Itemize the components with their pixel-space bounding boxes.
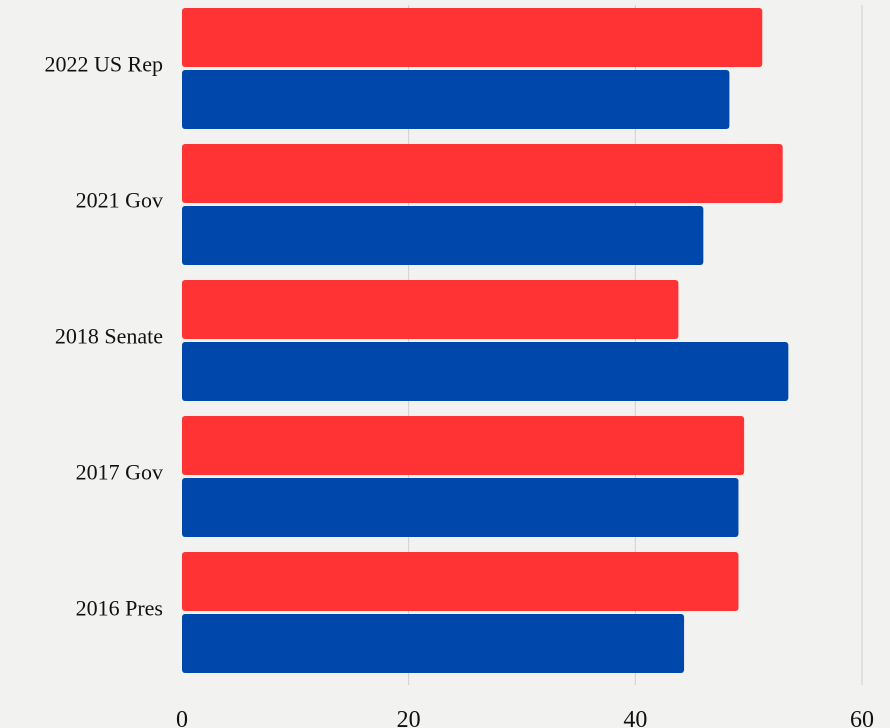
bar-2021-gov-series-2 bbox=[182, 206, 704, 265]
bar-2022-us-rep-series-1 bbox=[182, 8, 763, 67]
x-tick-label-60: 60 bbox=[850, 707, 874, 728]
bar-2017-gov-series-1 bbox=[182, 416, 745, 475]
category-label-2016-pres: 2016 Pres bbox=[76, 596, 163, 621]
bar-layer bbox=[182, 8, 789, 673]
bar-2016-pres-series-1 bbox=[182, 552, 739, 611]
category-label-2022-us-rep: 2022 US Rep bbox=[44, 52, 163, 77]
bar-2018-senate-series-1 bbox=[182, 280, 679, 339]
label-layer: 2022 US Rep 2021 Gov 2018 Senate 2017 Gov 20… bbox=[44, 52, 163, 621]
category-label-2021-gov: 2021 Gov bbox=[76, 188, 163, 213]
category-label-2017-gov: 2017 Gov bbox=[76, 460, 163, 485]
category-label-2018-senate: 2018 Senate bbox=[55, 324, 163, 349]
bar-2016-pres-series-2 bbox=[182, 614, 685, 673]
x-tick-label-20: 20 bbox=[397, 707, 421, 728]
bar-2022-us-rep-series-2 bbox=[182, 70, 730, 129]
bar-2021-gov-series-1 bbox=[182, 144, 783, 203]
bar-2018-senate-series-2 bbox=[182, 342, 789, 401]
bar-2017-gov-series-2 bbox=[182, 478, 739, 537]
tick-layer: 0 20 40 60 bbox=[176, 707, 874, 728]
x-tick-label-0: 0 bbox=[176, 707, 188, 728]
x-tick-label-40: 40 bbox=[623, 707, 647, 728]
